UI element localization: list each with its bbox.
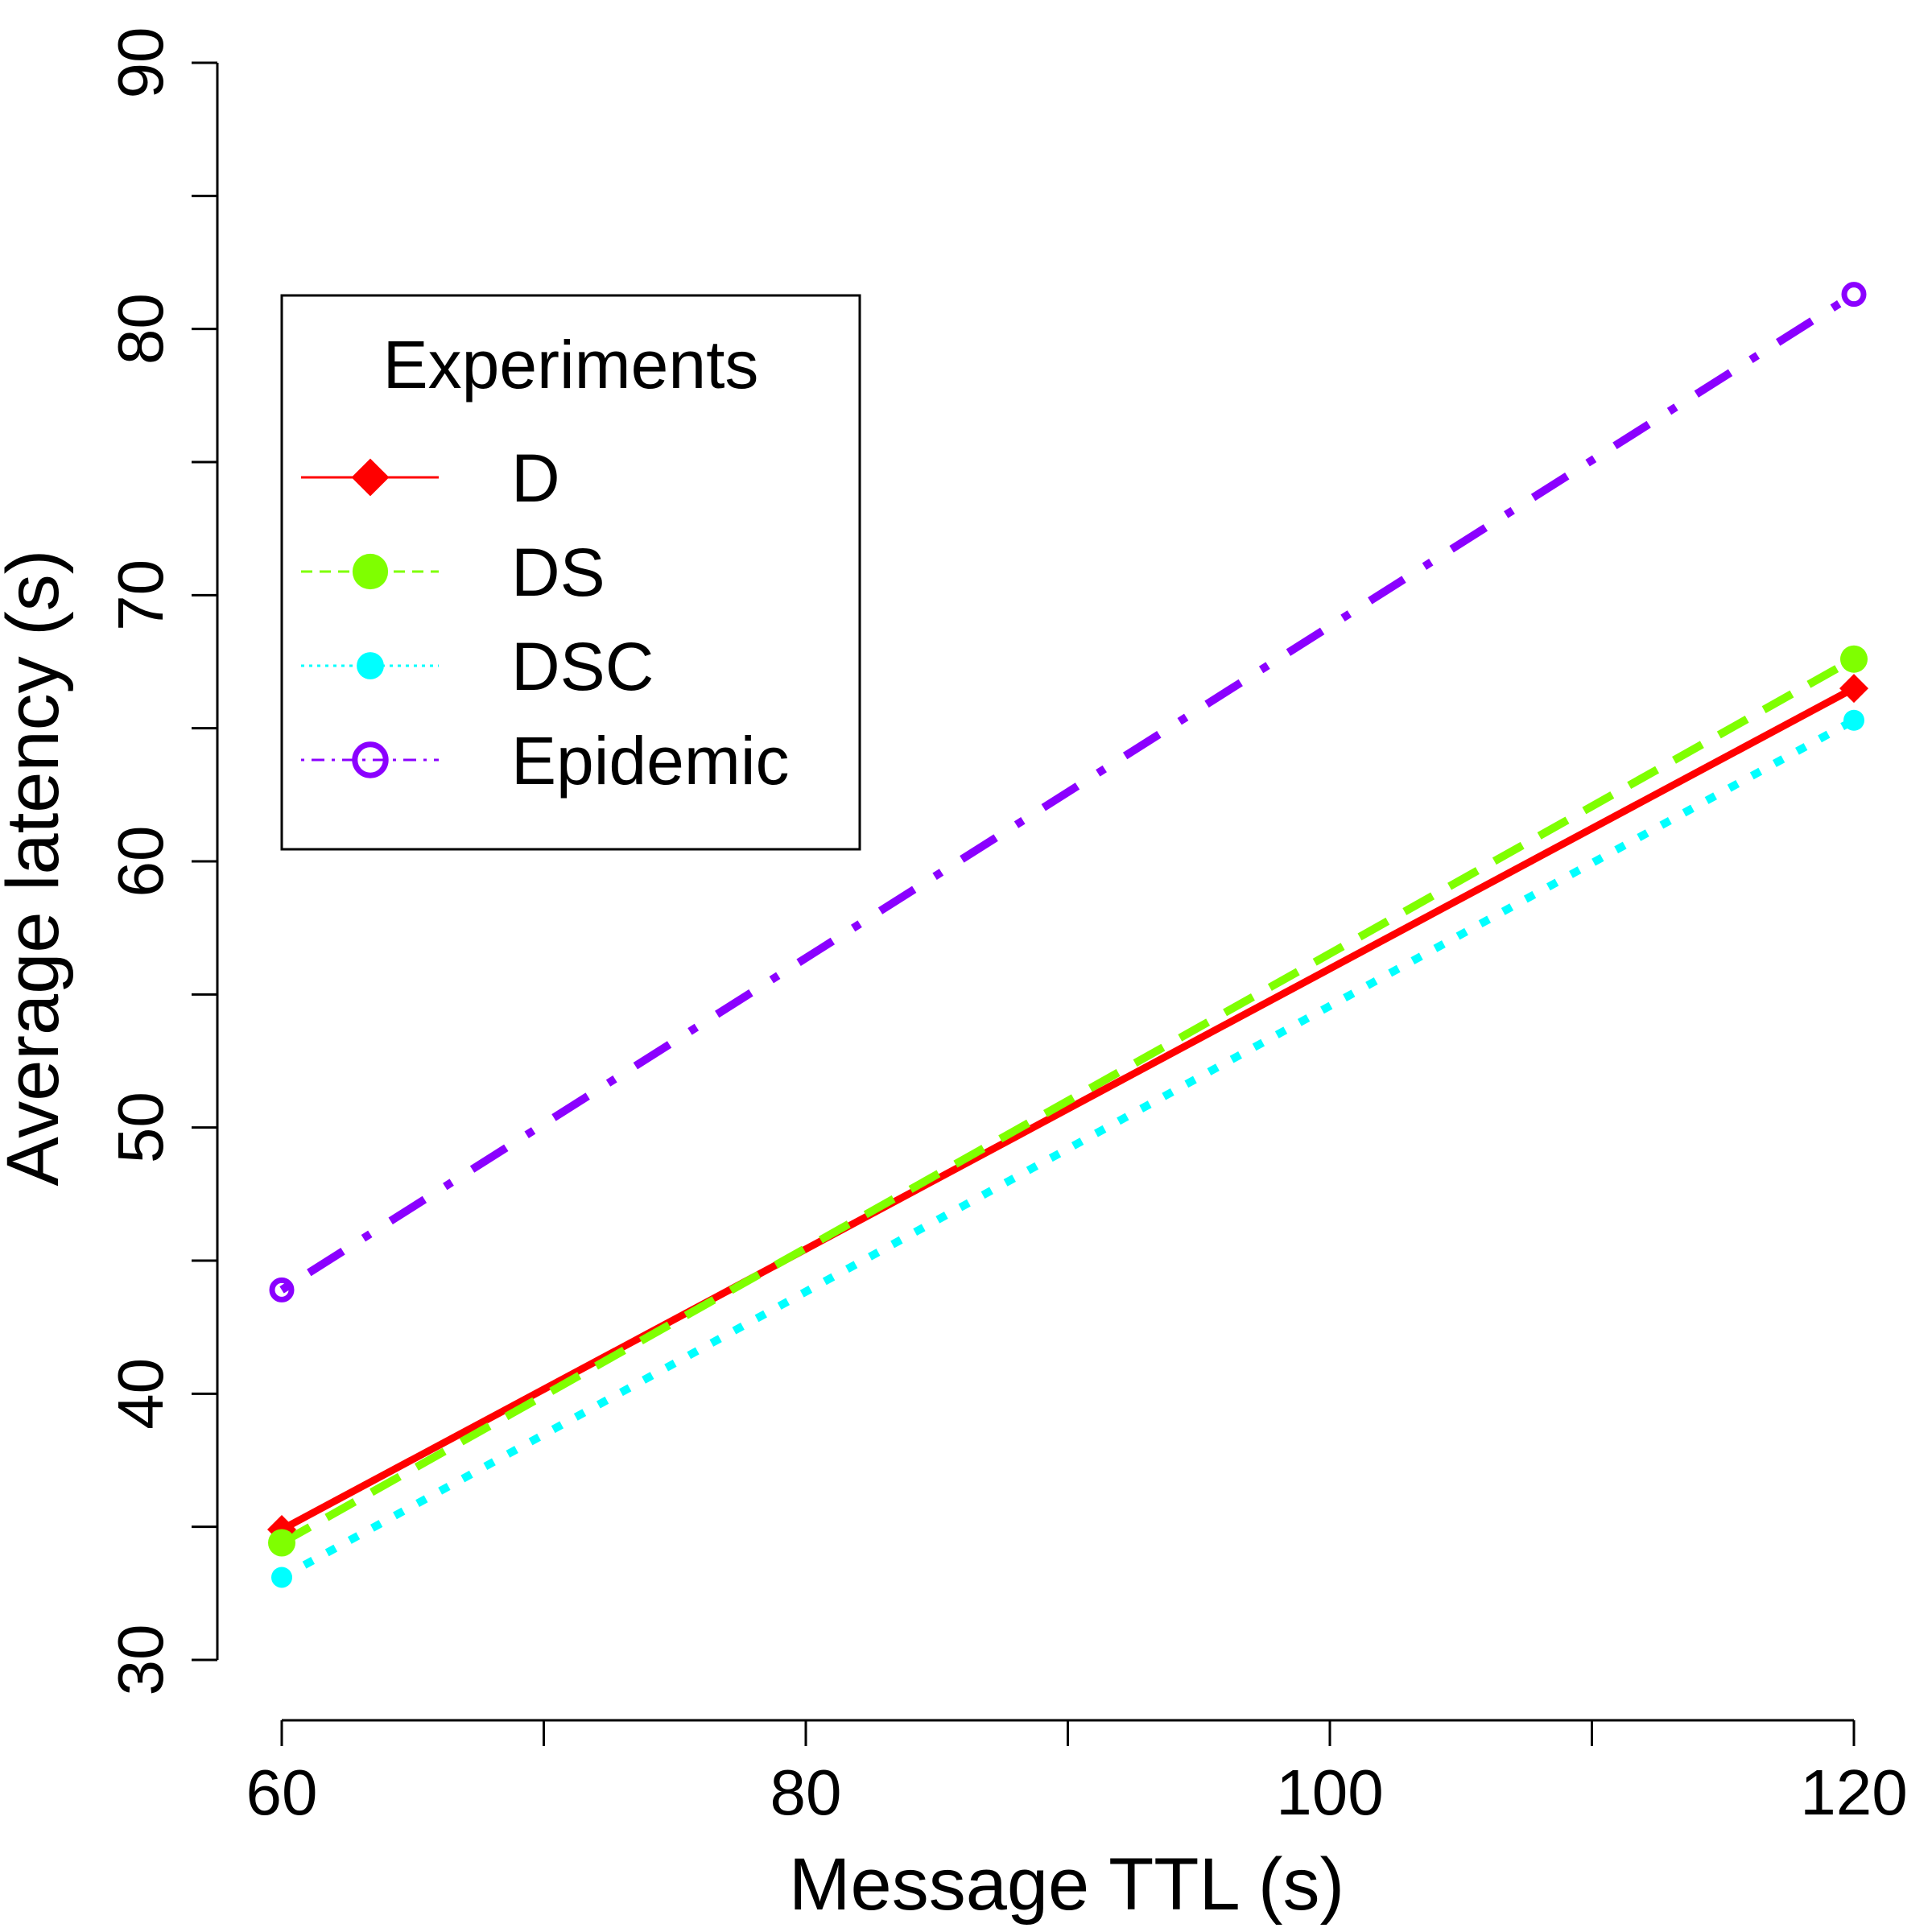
data-point-epidemic xyxy=(1841,282,1867,308)
axes: 60 80 100 120 30 40 50 60 70 80 90 xyxy=(105,27,1908,1828)
legend-title: Experiments xyxy=(383,327,759,402)
data-point-ds xyxy=(1840,645,1868,673)
data-point-dsc xyxy=(271,1567,292,1588)
y-tick-label: 80 xyxy=(105,293,176,365)
series-lines xyxy=(279,291,1856,1581)
x-tick-label: 80 xyxy=(770,1757,842,1828)
legend-marker-d xyxy=(351,458,390,497)
y-tick-label: 90 xyxy=(105,27,176,99)
y-axis-title: Average latency (s) xyxy=(0,550,74,1187)
legend-label-d: D xyxy=(511,440,560,516)
series-markers xyxy=(267,282,1868,1588)
y-tick-label: 70 xyxy=(105,559,176,631)
y-tick-label: 30 xyxy=(105,1624,176,1696)
data-point-ds xyxy=(268,1529,295,1557)
data-point-d xyxy=(1839,674,1868,704)
legend-label-dsc: DSC xyxy=(511,629,654,704)
x-tick-label: 60 xyxy=(246,1757,318,1828)
x-tick-label: 120 xyxy=(1800,1757,1907,1828)
y-tick-label: 50 xyxy=(105,1092,176,1163)
legend-entries: D DS DSC Epidemic xyxy=(301,440,789,799)
legend-marker-dsc xyxy=(357,652,384,679)
data-point-epidemic xyxy=(269,1277,295,1302)
legend-label-ds: DS xyxy=(511,535,605,610)
legend-marker-epidemic xyxy=(352,741,389,778)
y-tick-label: 60 xyxy=(105,826,176,898)
legend-marker-ds xyxy=(352,553,389,590)
legend: Experiments D DS DSC Epidemic xyxy=(280,294,861,851)
legend-label-epidemic: Epidemic xyxy=(511,723,789,799)
series-line-ds xyxy=(279,655,1856,1546)
data-point-dsc xyxy=(1843,709,1864,731)
series-line-d xyxy=(279,685,1856,1533)
series-line-epidemic xyxy=(279,291,1856,1294)
y-tick-label: 40 xyxy=(105,1358,176,1430)
x-axis-title: Message TTL (s) xyxy=(789,1843,1344,1926)
x-tick-label: 100 xyxy=(1276,1757,1383,1828)
